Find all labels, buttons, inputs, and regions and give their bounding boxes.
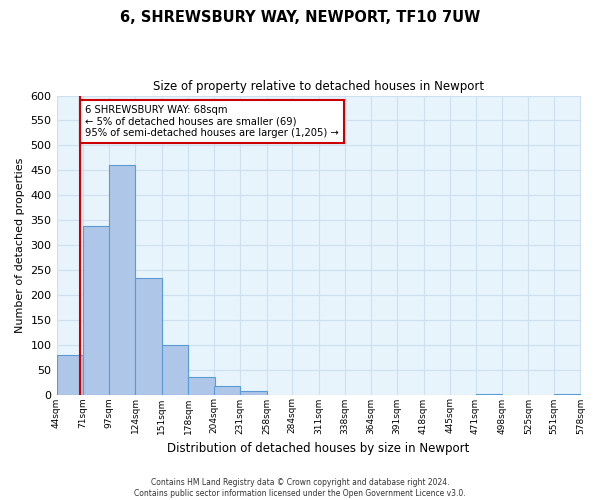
Bar: [83, 226, 110, 394]
Bar: [109, 166, 135, 394]
Bar: [188, 377, 215, 394]
Bar: [56, 354, 83, 395]
Text: 6 SHREWSBURY WAY: 68sqm
← 5% of detached houses are smaller (69)
95% of semi-det: 6 SHREWSBURY WAY: 68sqm ← 5% of detached…: [85, 104, 339, 138]
X-axis label: Distribution of detached houses by size in Newport: Distribution of detached houses by size …: [167, 442, 470, 455]
Text: Contains HM Land Registry data © Crown copyright and database right 2024.
Contai: Contains HM Land Registry data © Crown c…: [134, 478, 466, 498]
Title: Size of property relative to detached houses in Newport: Size of property relative to detached ho…: [153, 80, 484, 93]
Bar: [161, 345, 188, 395]
Bar: [135, 278, 161, 394]
Bar: [214, 386, 240, 394]
Text: 6, SHREWSBURY WAY, NEWPORT, TF10 7UW: 6, SHREWSBURY WAY, NEWPORT, TF10 7UW: [120, 10, 480, 25]
Bar: [240, 390, 266, 394]
Y-axis label: Number of detached properties: Number of detached properties: [15, 158, 25, 332]
